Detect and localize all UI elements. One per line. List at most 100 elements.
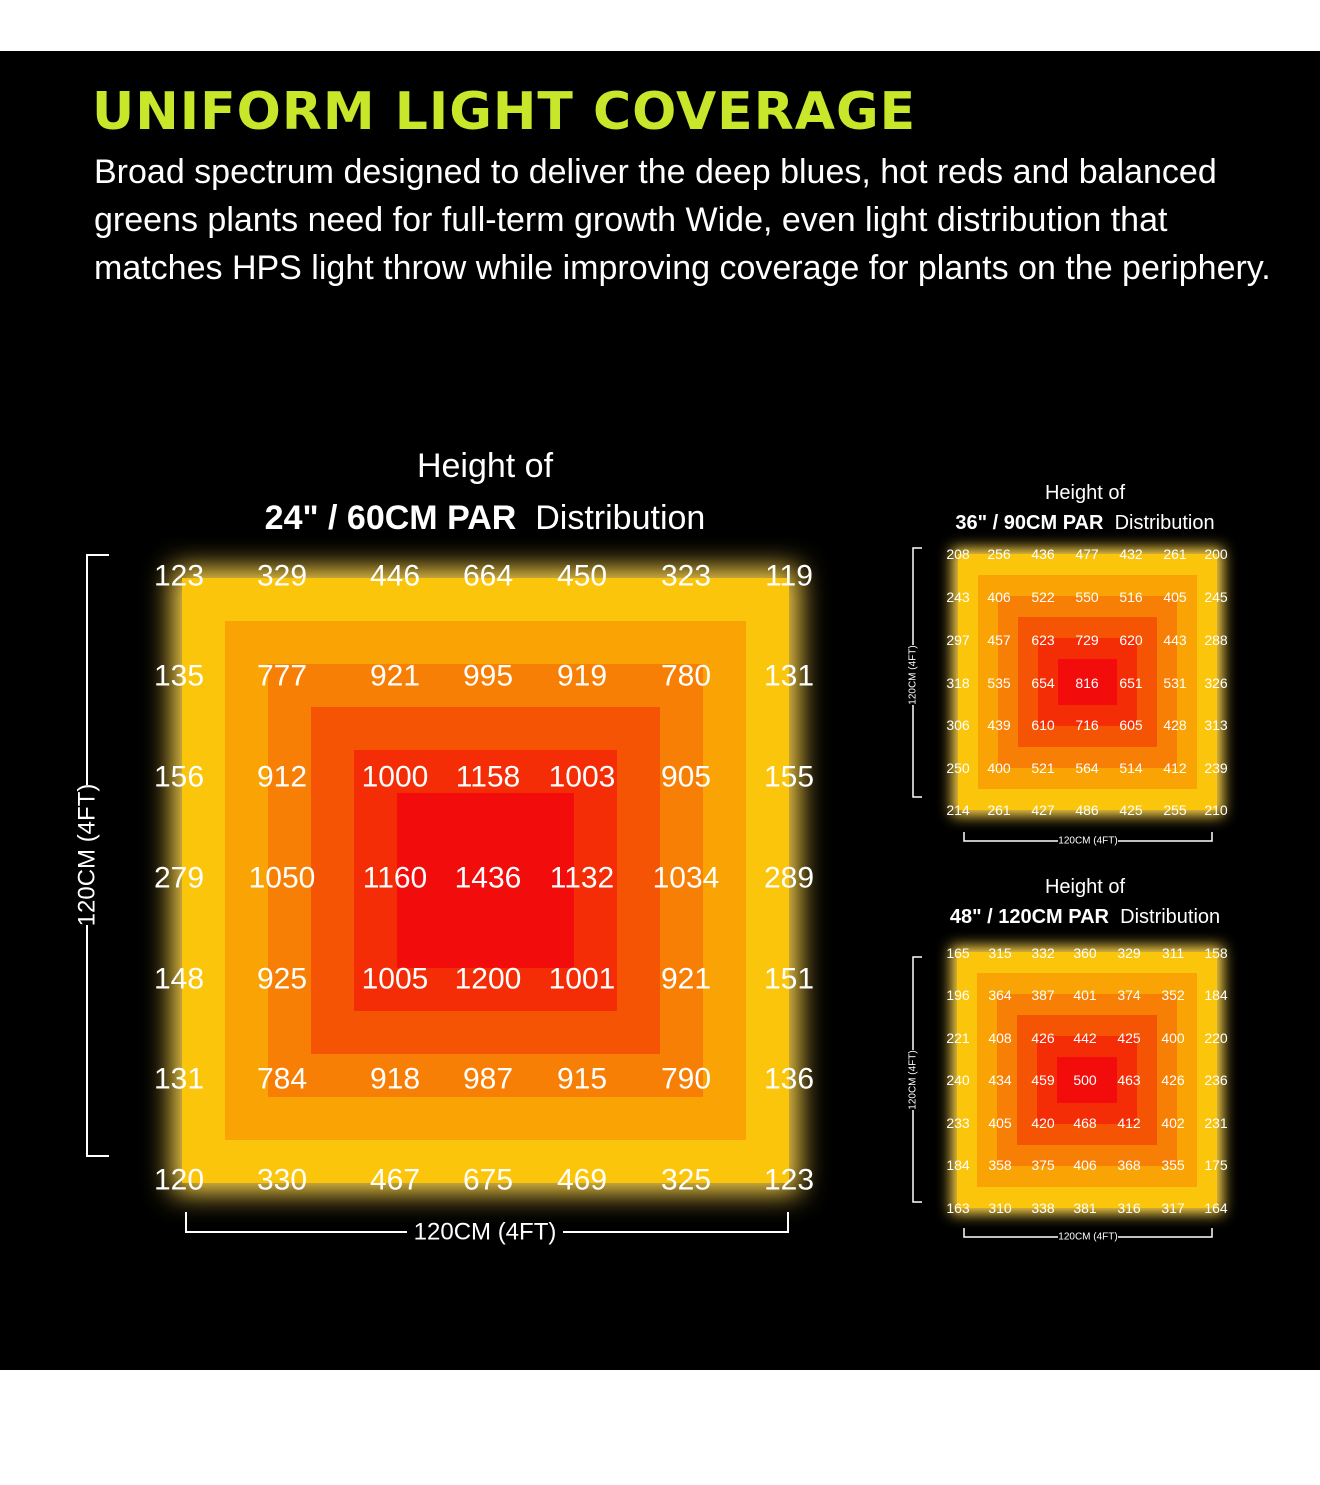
chart-heading-24-suffix: Distribution — [535, 499, 706, 537]
par-value-cell: 368 — [1117, 1157, 1141, 1173]
par-value-cell: 387 — [1031, 987, 1055, 1003]
par-value-cell: 1160 — [363, 862, 428, 895]
par-value-cell: 995 — [463, 660, 513, 693]
par-value-cell: 463 — [1117, 1072, 1141, 1088]
par-value-cell: 245 — [1204, 589, 1228, 605]
width-dimension-bracket — [963, 832, 1213, 842]
par-value-cell: 915 — [557, 1063, 607, 1096]
par-value-cell: 360 — [1073, 945, 1097, 961]
par-value-cell: 405 — [1163, 589, 1187, 605]
width-dimension-label: 120CM (4FT) — [1058, 836, 1117, 847]
chart-heading-36-line1: Height of — [1044, 482, 1126, 504]
par-value-cell: 790 — [661, 1063, 711, 1096]
width-dimension-bracket — [963, 1228, 1213, 1238]
par-value-cell: 123 — [154, 560, 204, 593]
par-value-cell: 664 — [463, 560, 513, 593]
par-value-cell: 288 — [1204, 632, 1228, 648]
par-value-cell: 1001 — [549, 963, 616, 996]
par-value-cell: 323 — [661, 560, 711, 593]
par-value-cell: 477 — [1075, 546, 1099, 562]
par-value-cell: 402 — [1161, 1115, 1185, 1131]
height-dimension-label: 120CM (4FT) — [908, 1050, 919, 1109]
par-value-cell: 231 — [1204, 1115, 1228, 1131]
par-value-cell: 221 — [946, 1030, 970, 1046]
par-value-cell: 605 — [1119, 717, 1143, 733]
par-value-cell: 467 — [370, 1164, 420, 1197]
par-value-cell: 297 — [946, 632, 970, 648]
par-value-cell: 1050 — [249, 862, 316, 895]
par-value-cell: 434 — [988, 1072, 1012, 1088]
par-value-cell: 459 — [1031, 1072, 1055, 1088]
height-dimension-bracket — [86, 554, 109, 1157]
par-value-cell: 165 — [946, 945, 970, 961]
par-value-cell: 255 — [1163, 802, 1187, 818]
par-value-cell: 313 — [1204, 717, 1228, 733]
chart-heading-36-suffix: Distribution — [1114, 512, 1215, 534]
par-value-cell: 457 — [987, 632, 1011, 648]
par-value-cell: 210 — [1204, 802, 1228, 818]
par-value-cell: 332 — [1031, 945, 1055, 961]
par-value-cell: 486 — [1075, 802, 1099, 818]
par-value-cell: 240 — [946, 1072, 970, 1088]
width-dimension-label: 120CM (4FT) — [1058, 1232, 1117, 1243]
par-value-cell: 987 — [463, 1063, 513, 1096]
par-value-cell: 400 — [1161, 1030, 1185, 1046]
par-value-cell: 425 — [1117, 1030, 1141, 1046]
par-value-cell: 446 — [370, 560, 420, 593]
par-value-cell: 514 — [1119, 760, 1143, 776]
par-value-cell: 317 — [1161, 1200, 1185, 1216]
par-value-cell: 256 — [987, 546, 1011, 562]
par-value-cell: 250 — [946, 760, 970, 776]
par-value-cell: 214 — [946, 802, 970, 818]
par-value-cell: 1034 — [653, 862, 720, 895]
par-value-cell: 408 — [988, 1030, 1012, 1046]
par-value-cell: 522 — [1031, 589, 1055, 605]
par-value-cell: 1436 — [455, 862, 522, 895]
par-value-cell: 318 — [946, 675, 970, 691]
par-value-cell: 427 — [1031, 802, 1055, 818]
chart-heading-48: Height of 48" / 120CM PAR Distribution — [935, 872, 1235, 932]
par-value-cell: 119 — [765, 560, 813, 593]
chart-heading-24-height: 24" / 60CM PAR — [264, 499, 517, 537]
par-value-cell: 406 — [1073, 1157, 1097, 1173]
par-value-cell: 469 — [557, 1164, 607, 1197]
par-value-cell: 406 — [987, 589, 1011, 605]
par-value-cell: 184 — [946, 1157, 970, 1173]
par-value-cell: 315 — [988, 945, 1012, 961]
par-value-cell: 784 — [257, 1063, 307, 1096]
par-value-cell: 401 — [1073, 987, 1097, 1003]
heatmap-ring-6 — [397, 793, 574, 968]
par-value-cell: 316 — [1117, 1200, 1141, 1216]
height-dimension-bracket — [912, 547, 922, 798]
par-value-cell: 921 — [370, 660, 420, 693]
par-value-cell: 1132 — [550, 862, 615, 895]
par-value-cell: 364 — [988, 987, 1012, 1003]
par-value-cell: 120 — [154, 1164, 204, 1197]
par-value-cell: 912 — [257, 761, 307, 794]
chart-heading-48-suffix: Distribution — [1120, 906, 1221, 928]
heatmap-h36: 208 256 436 477 432 261 200 243 406 522 550 516 405 2… — [908, 546, 1228, 847]
par-value-cell: 381 — [1073, 1200, 1097, 1216]
heatmap-ring-6 — [1058, 659, 1117, 705]
par-value-cell: 675 — [463, 1164, 513, 1197]
par-value-cell: 428 — [1163, 717, 1187, 733]
par-value-cell: 325 — [661, 1164, 711, 1197]
heatmap-h48: 165 315 332 360 329 311 158 196 364 387 401 374 352 1… — [908, 945, 1228, 1243]
par-value-cell: 1003 — [549, 761, 616, 794]
par-value-cell: 564 — [1075, 760, 1099, 776]
par-value-cell: 620 — [1119, 632, 1143, 648]
par-value-cell: 405 — [988, 1115, 1012, 1131]
par-value-cell: 919 — [557, 660, 607, 693]
chart-heading-24: Height of 24" / 60CM PAR Distribution — [235, 440, 735, 544]
par-value-cell: 164 — [1204, 1200, 1228, 1216]
par-value-cell: 1000 — [362, 761, 429, 794]
par-value-cell: 400 — [987, 760, 1011, 776]
par-value-cell: 439 — [987, 717, 1011, 733]
chart-heading-36: Height of 36" / 90CM PAR Distribution — [935, 478, 1235, 538]
par-value-cell: 442 — [1073, 1030, 1097, 1046]
chart-heading-48-height: 48" / 120CM PAR — [949, 906, 1109, 928]
par-value-cell: 375 — [1031, 1157, 1055, 1173]
par-value-cell: 1200 — [455, 963, 522, 996]
par-value-cell: 374 — [1117, 987, 1141, 1003]
